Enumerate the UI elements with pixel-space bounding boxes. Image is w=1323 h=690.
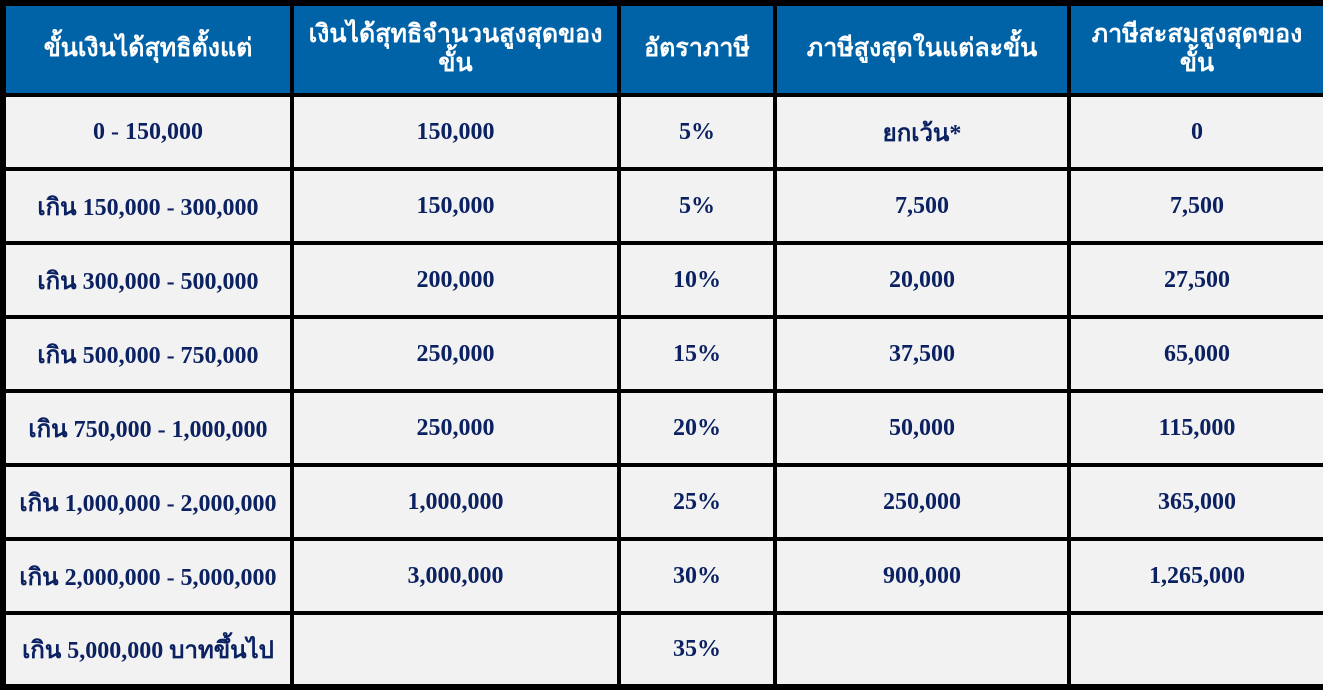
- table-row: เกิน 5,000,000 บาทขึ้นไป 35%: [0, 611, 1323, 690]
- cell-max-income: 250,000: [290, 315, 621, 393]
- column-header-tax-rate: อัตราภาษี: [617, 0, 777, 97]
- cell-max-tax: 900,000: [773, 537, 1071, 615]
- cell-max-tax: 50,000: [773, 389, 1071, 467]
- cell-cumulative-tax: 7,500: [1067, 167, 1323, 245]
- header-row: ขั้นเงินได้สุทธิตั้งแต่ เงินได้สุทธิจำนว…: [0, 0, 1323, 97]
- cell-income-bracket: เกิน 150,000 - 300,000: [0, 167, 294, 245]
- cell-max-tax: 37,500: [773, 315, 1071, 393]
- table-body: 0 - 150,000 150,000 5% ยกเว้น* 0 เกิน 15…: [0, 93, 1323, 690]
- cell-max-income: 200,000: [290, 241, 621, 319]
- cell-tax-rate: 25%: [617, 463, 777, 541]
- cell-income-bracket: เกิน 300,000 - 500,000: [0, 241, 294, 319]
- cell-tax-rate: 5%: [617, 167, 777, 245]
- cell-cumulative-tax: [1067, 611, 1323, 690]
- table-header: ขั้นเงินได้สุทธิตั้งแต่ เงินได้สุทธิจำนว…: [0, 0, 1323, 97]
- cell-max-tax: ยกเว้น*: [773, 93, 1071, 171]
- table-row: เกิน 750,000 - 1,000,000 250,000 20% 50,…: [0, 389, 1323, 467]
- cell-tax-rate: 30%: [617, 537, 777, 615]
- table-row: เกิน 500,000 - 750,000 250,000 15% 37,50…: [0, 315, 1323, 393]
- cell-tax-rate: 15%: [617, 315, 777, 393]
- column-header-max-income-of-bracket: เงินได้สุทธิจำนวนสูงสุดของขั้น: [290, 0, 621, 97]
- cell-income-bracket: 0 - 150,000: [0, 93, 294, 171]
- table-row: เกิน 300,000 - 500,000 200,000 10% 20,00…: [0, 241, 1323, 319]
- column-header-cumulative-max-tax: ภาษีสะสมสูงสุดของขั้น: [1067, 0, 1323, 97]
- cell-income-bracket: เกิน 2,000,000 - 5,000,000: [0, 537, 294, 615]
- table-row: เกิน 1,000,000 - 2,000,000 1,000,000 25%…: [0, 463, 1323, 541]
- cell-income-bracket: เกิน 5,000,000 บาทขึ้นไป: [0, 611, 294, 690]
- column-header-income-bracket: ขั้นเงินได้สุทธิตั้งแต่: [0, 0, 294, 97]
- cell-tax-rate: 10%: [617, 241, 777, 319]
- cell-max-income: 3,000,000: [290, 537, 621, 615]
- cell-tax-rate: 5%: [617, 93, 777, 171]
- cell-cumulative-tax: 0: [1067, 93, 1323, 171]
- table-row: เกิน 2,000,000 - 5,000,000 3,000,000 30%…: [0, 537, 1323, 615]
- cell-max-income: 1,000,000: [290, 463, 621, 541]
- cell-income-bracket: เกิน 500,000 - 750,000: [0, 315, 294, 393]
- cell-max-tax: 250,000: [773, 463, 1071, 541]
- cell-income-bracket: เกิน 750,000 - 1,000,000: [0, 389, 294, 467]
- cell-cumulative-tax: 115,000: [1067, 389, 1323, 467]
- cell-income-bracket: เกิน 1,000,000 - 2,000,000: [0, 463, 294, 541]
- table-row: เกิน 150,000 - 300,000 150,000 5% 7,500 …: [0, 167, 1323, 245]
- cell-max-income: 250,000: [290, 389, 621, 467]
- cell-cumulative-tax: 1,265,000: [1067, 537, 1323, 615]
- cell-cumulative-tax: 365,000: [1067, 463, 1323, 541]
- cell-max-tax: 7,500: [773, 167, 1071, 245]
- cell-max-income: 150,000: [290, 93, 621, 171]
- cell-cumulative-tax: 27,500: [1067, 241, 1323, 319]
- cell-tax-rate: 35%: [617, 611, 777, 690]
- table-row: 0 - 150,000 150,000 5% ยกเว้น* 0: [0, 93, 1323, 171]
- cell-max-tax: [773, 611, 1071, 690]
- cell-max-income: 150,000: [290, 167, 621, 245]
- cell-cumulative-tax: 65,000: [1067, 315, 1323, 393]
- cell-tax-rate: 20%: [617, 389, 777, 467]
- cell-max-tax: 20,000: [773, 241, 1071, 319]
- column-header-max-tax-per-bracket: ภาษีสูงสุดในแต่ละขั้น: [773, 0, 1071, 97]
- cell-max-income: [290, 611, 621, 690]
